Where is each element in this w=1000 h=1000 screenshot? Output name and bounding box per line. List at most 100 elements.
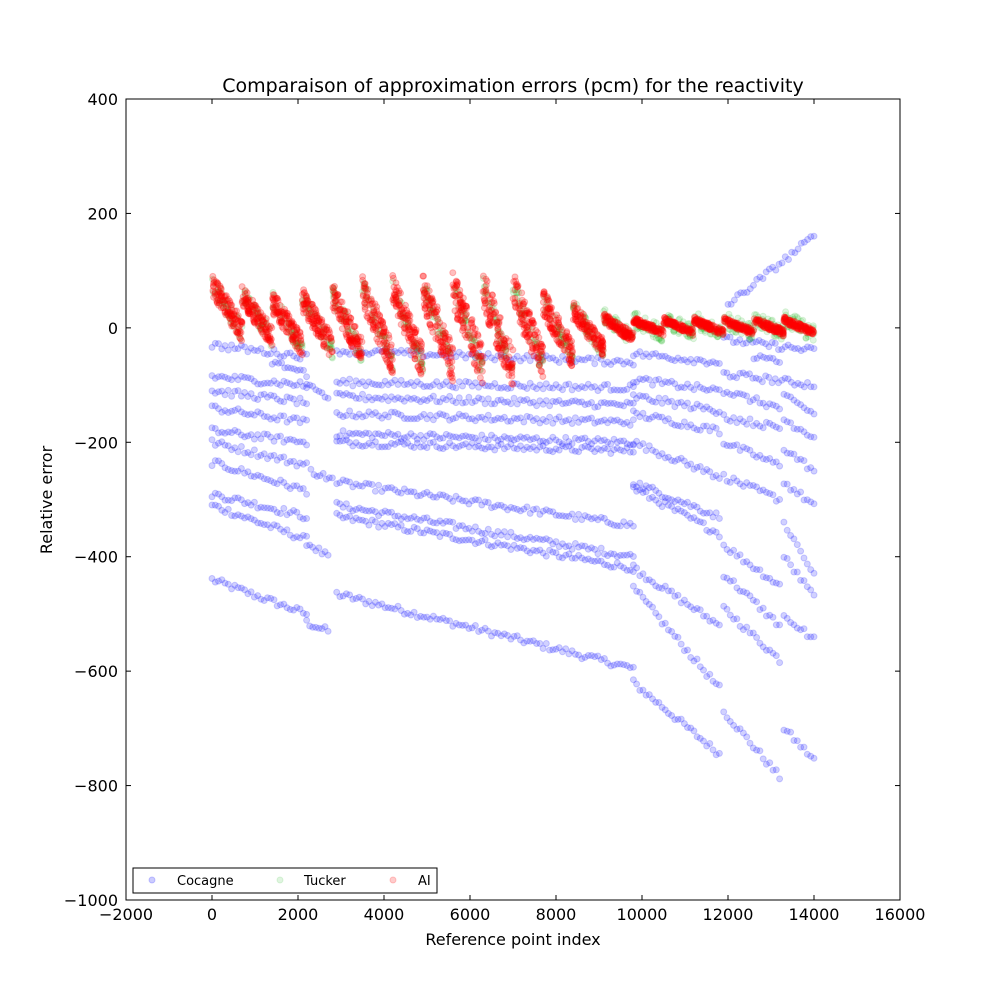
- ai-point: [360, 274, 366, 280]
- ai-point: [300, 291, 306, 297]
- ai-point: [343, 319, 349, 325]
- ai-point: [275, 298, 281, 304]
- ai-point: [337, 316, 343, 322]
- ai-point: [229, 323, 235, 329]
- cocagne-point: [791, 451, 797, 457]
- ai-point: [448, 368, 454, 374]
- cocagne-point: [716, 622, 722, 628]
- ai-point: [251, 319, 257, 325]
- ai-point: [480, 273, 486, 279]
- ai-point: [426, 302, 432, 308]
- cocagne-point: [811, 346, 817, 352]
- cocagne-point: [369, 482, 375, 488]
- ai-point: [351, 324, 357, 330]
- cocagne-point: [605, 381, 611, 387]
- cocagne-point: [777, 406, 783, 412]
- ai-point: [411, 325, 417, 331]
- ai-point: [749, 328, 755, 334]
- ai-point: [483, 289, 489, 295]
- cocagne-point: [304, 374, 310, 380]
- ai-point: [221, 298, 227, 304]
- ai-point: [499, 345, 505, 351]
- ai-point: [269, 325, 275, 331]
- ai-point: [269, 342, 275, 348]
- ai-point: [272, 304, 278, 310]
- cocagne-point: [453, 385, 459, 391]
- ai-point: [512, 274, 518, 280]
- cocagne-point: [754, 599, 760, 605]
- cocagne-point: [225, 506, 231, 512]
- cocagne-point: [716, 387, 722, 393]
- cocagne-point: [235, 388, 241, 394]
- ai-point: [475, 333, 481, 339]
- ai-point: [249, 303, 255, 309]
- ai-point: [536, 362, 542, 368]
- ai-point: [393, 296, 399, 302]
- cocagne-point: [801, 626, 807, 632]
- cocagne-point: [716, 534, 722, 540]
- cocagne-point: [595, 551, 601, 557]
- cocagne-point: [747, 416, 753, 422]
- ai-point: [450, 270, 456, 276]
- ai-point: [415, 363, 421, 369]
- y-tick-label: 200: [87, 204, 118, 223]
- cocagne-point: [325, 552, 331, 558]
- cocagne-point: [482, 537, 488, 543]
- ai-point: [510, 296, 516, 302]
- ai-point: [474, 368, 480, 374]
- cocagne-point: [694, 656, 700, 662]
- cocagne-point: [450, 519, 456, 525]
- ai-point: [325, 331, 331, 337]
- ai-point: [524, 308, 530, 314]
- cocagne-point: [560, 441, 566, 447]
- y-tick-label: −600: [74, 662, 118, 681]
- cocagne-point: [811, 384, 817, 390]
- cocagne-point: [634, 565, 640, 571]
- cocagne-point: [225, 387, 231, 393]
- ai-point: [618, 331, 624, 337]
- cocagne-point: [788, 562, 794, 568]
- cocagne-point: [281, 454, 287, 460]
- cocagne-point: [751, 282, 757, 288]
- ai-point: [380, 330, 386, 336]
- cocagne-point: [777, 581, 783, 587]
- y-tick-label: 0: [108, 319, 118, 338]
- ai-point: [299, 297, 305, 303]
- ai-point: [262, 334, 268, 340]
- ai-point: [474, 362, 480, 368]
- ai-point: [535, 355, 541, 361]
- ai-point: [306, 318, 312, 324]
- ai-point: [680, 326, 686, 332]
- cocagne-point: [770, 614, 776, 620]
- cocagne-point: [304, 417, 310, 423]
- ai-point: [418, 371, 424, 377]
- cocagne-point: [271, 597, 277, 603]
- legend-label-ai: AI: [418, 874, 431, 889]
- ai-point: [386, 335, 392, 341]
- ai-point: [530, 320, 536, 326]
- cocagne-point: [304, 533, 310, 539]
- y-tick-label: −1000: [64, 891, 118, 910]
- ai-point: [284, 329, 290, 335]
- ai-point: [612, 324, 618, 330]
- ai-point: [398, 322, 404, 328]
- ai-point: [406, 311, 412, 317]
- ai-point: [566, 356, 572, 362]
- ai-point: [420, 354, 426, 360]
- cocagne-point: [630, 664, 636, 670]
- ai-point: [642, 323, 648, 329]
- legend-label-tucker: Tucker: [303, 874, 346, 889]
- ai-point: [472, 326, 478, 332]
- ai-point: [540, 374, 546, 380]
- ai-point: [222, 310, 228, 316]
- cocagne-point: [716, 409, 722, 415]
- cocagne-point: [685, 647, 691, 653]
- cocagne-point: [472, 623, 478, 629]
- cocagne-point: [811, 468, 817, 474]
- cocagne-point: [794, 569, 800, 575]
- cocagne-point: [304, 491, 310, 497]
- ai-point: [234, 314, 240, 320]
- ai-point: [490, 292, 496, 298]
- ai-point: [480, 380, 486, 386]
- cocagne-point: [347, 351, 353, 357]
